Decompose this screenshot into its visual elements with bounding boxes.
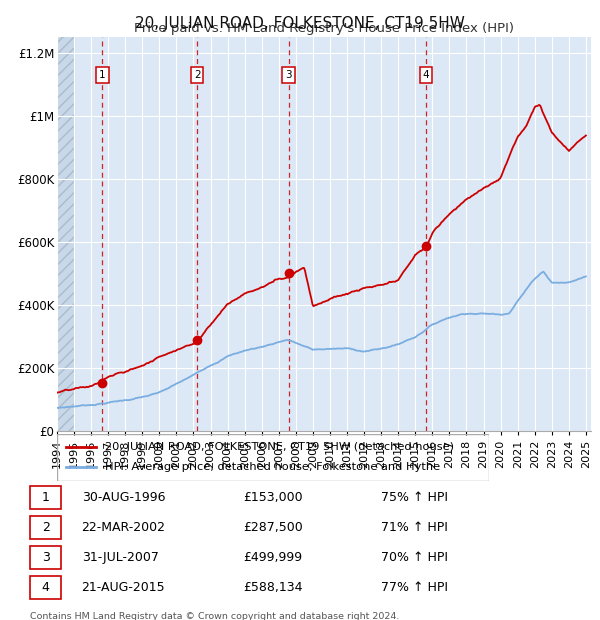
Text: 20, JULIAN ROAD, FOLKESTONE, CT19 5HW (detached house): 20, JULIAN ROAD, FOLKESTONE, CT19 5HW (d…	[104, 442, 454, 452]
Text: 3: 3	[41, 551, 50, 564]
Text: 22-MAR-2002: 22-MAR-2002	[82, 521, 166, 534]
Text: Contains HM Land Registry data © Crown copyright and database right 2024.
This d: Contains HM Land Registry data © Crown c…	[30, 612, 399, 620]
Title: Price paid vs. HM Land Registry's House Price Index (HPI): Price paid vs. HM Land Registry's House …	[134, 22, 514, 35]
Text: 30-AUG-1996: 30-AUG-1996	[82, 491, 165, 503]
Text: HPI: Average price, detached house, Folkestone and Hythe: HPI: Average price, detached house, Folk…	[104, 463, 440, 472]
Text: 4: 4	[41, 581, 50, 594]
Bar	[57, 37, 74, 431]
Text: £153,000: £153,000	[243, 491, 302, 503]
Text: 4: 4	[423, 70, 430, 80]
Text: 1: 1	[99, 70, 106, 80]
Text: 75% ↑ HPI: 75% ↑ HPI	[381, 491, 448, 503]
FancyBboxPatch shape	[30, 516, 61, 539]
Text: 21-AUG-2015: 21-AUG-2015	[82, 581, 165, 594]
Text: 2: 2	[41, 521, 50, 534]
Text: 70% ↑ HPI: 70% ↑ HPI	[381, 551, 448, 564]
Text: £588,134: £588,134	[243, 581, 302, 594]
Text: £499,999: £499,999	[243, 551, 302, 564]
Text: 77% ↑ HPI: 77% ↑ HPI	[381, 581, 448, 594]
Text: £287,500: £287,500	[243, 521, 302, 534]
Text: 3: 3	[286, 70, 292, 80]
Text: 1: 1	[41, 491, 50, 503]
Text: 71% ↑ HPI: 71% ↑ HPI	[381, 521, 448, 534]
Text: 20, JULIAN ROAD, FOLKESTONE, CT19 5HW: 20, JULIAN ROAD, FOLKESTONE, CT19 5HW	[135, 16, 465, 31]
FancyBboxPatch shape	[30, 485, 61, 509]
Bar	[57, 37, 74, 431]
Text: 31-JUL-2007: 31-JUL-2007	[82, 551, 158, 564]
FancyBboxPatch shape	[30, 546, 61, 569]
Text: 2: 2	[194, 70, 200, 80]
FancyBboxPatch shape	[30, 575, 61, 599]
